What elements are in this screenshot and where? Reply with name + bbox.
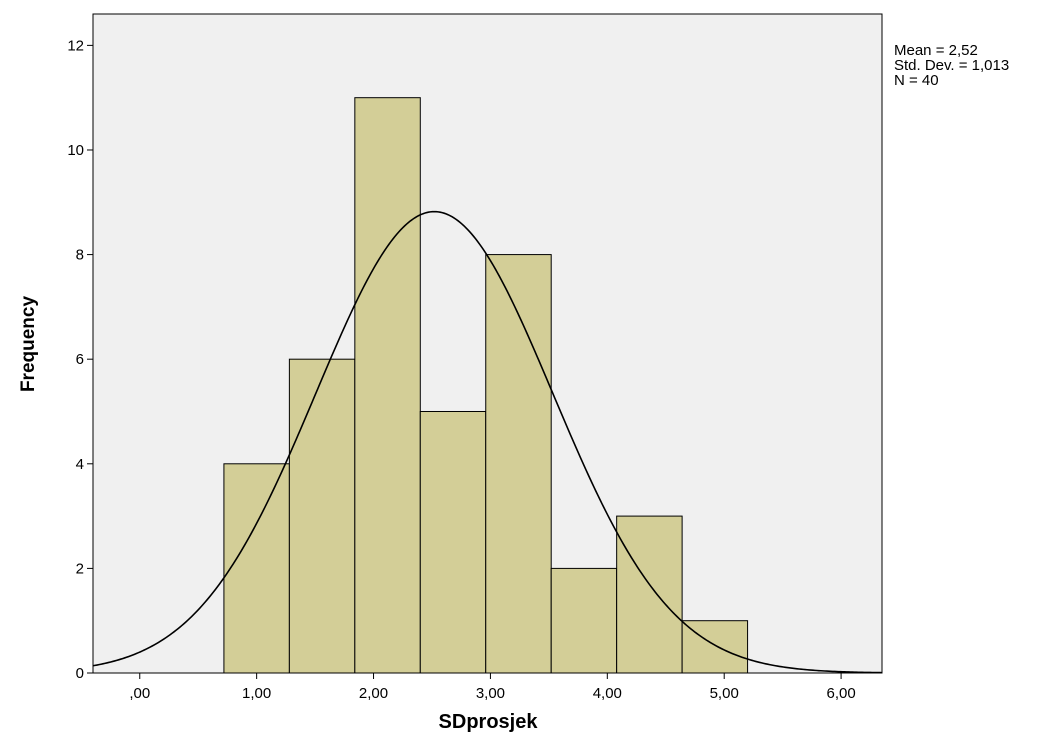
histogram-bar-2 bbox=[288, 358, 356, 674]
x-tick-label: 4,00 bbox=[593, 685, 622, 702]
y-axis-title: Frequency bbox=[18, 296, 39, 393]
x-axis: ,00 1,00 2,00 3,00 4,00 5,00 6,00 bbox=[129, 673, 856, 702]
x-tick-label: ,00 bbox=[129, 685, 150, 702]
normal-curve bbox=[92, 210, 883, 674]
x-tick-label: 6,00 bbox=[826, 685, 855, 702]
histogram-bar-5 bbox=[485, 254, 552, 674]
y-tick-label: 2 bbox=[76, 560, 84, 577]
histogram-bar-4 bbox=[419, 410, 487, 674]
histogram-bar-3 bbox=[354, 97, 421, 674]
y-tick-label: 8 bbox=[76, 247, 84, 264]
x-tick-label: 3,00 bbox=[476, 685, 505, 702]
histogram-bar-1 bbox=[223, 463, 290, 674]
stat-mean: Mean = 2,52 bbox=[894, 42, 978, 59]
histogram-bar-6 bbox=[550, 567, 618, 674]
y-tick-label: 6 bbox=[76, 351, 84, 368]
stat-std-dev: Std. Dev. = 1,013 bbox=[894, 57, 1009, 74]
y-axis: 0 2 4 6 8 10 12 bbox=[67, 37, 93, 682]
histogram-bar-8 bbox=[681, 620, 749, 674]
histogram-bar-7 bbox=[616, 515, 683, 674]
y-tick-label: 0 bbox=[76, 665, 84, 682]
x-tick-label: 1,00 bbox=[242, 685, 271, 702]
x-axis-title: SDprosjek bbox=[439, 711, 539, 733]
y-tick-label: 12 bbox=[67, 37, 84, 54]
y-tick-label: 4 bbox=[76, 456, 84, 473]
stat-n: N = 40 bbox=[894, 72, 939, 89]
x-tick-label: 2,00 bbox=[359, 685, 388, 702]
x-tick-label: 5,00 bbox=[710, 685, 739, 702]
y-tick-label: 10 bbox=[67, 142, 84, 159]
bars-group bbox=[223, 97, 749, 674]
